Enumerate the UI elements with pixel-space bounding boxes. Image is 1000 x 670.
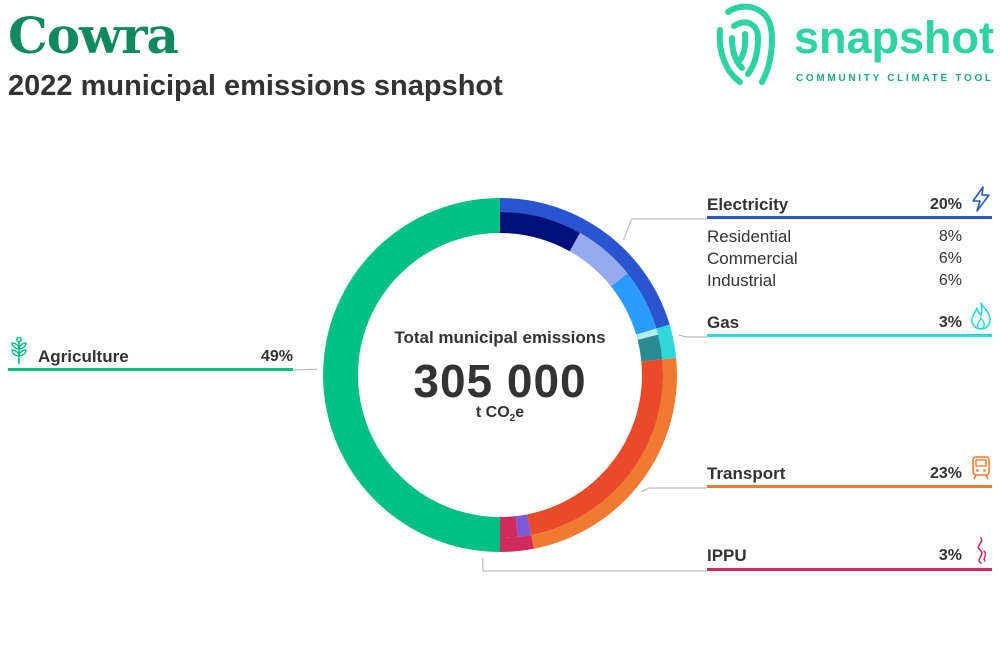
transport-slice [531,358,677,549]
center-label: Total municipal emissions [394,328,606,347]
industrial-label: Industrial [707,271,776,290]
gas-sub-slice-1 [637,334,663,362]
logo-wordmark: snapshot [794,12,995,63]
transport-percent: 23% [929,465,962,482]
residential-percent: 8% [938,228,962,245]
lightning-icon [972,186,990,212]
electricity-label: Electricity [707,195,789,214]
gas-rule [707,334,992,337]
gas-sub-slice-0 [636,328,658,340]
ippu-slice [500,534,534,552]
transport-label: Transport [707,464,786,483]
ippu-label: IPPU [707,546,747,565]
flame-icon [971,302,991,330]
wheat-icon [11,337,27,364]
logo-tagline: COMMUNITY CLIMATE TOOL [796,73,994,84]
agriculture-percent: 49% [260,348,293,365]
snapshot-logo: snapshot COMMUNITY CLIMATE TOOL [712,0,1000,96]
page-subtitle: 2022 municipal emissions snapshot [8,70,503,102]
electricity-sub-slice-residential [500,212,580,252]
electricity-sub-slice-industrial [611,273,657,335]
commercial-label: Commercial [707,249,798,268]
commercial-percent: 6% [938,250,962,267]
agriculture-slice [323,198,500,552]
ippu-percent: 3% [938,547,962,564]
electricity-percent: 20% [929,196,962,213]
emissions-unit: t CO2e [475,404,525,425]
ippu-sub-slice-1 [500,516,518,538]
gas-slice [656,324,677,360]
ippu-rule [707,568,992,571]
gas-percent: 3% [938,314,962,331]
transport-sub-slice-0 [527,359,663,535]
agriculture-rule [8,368,293,371]
fingerprint-icon [716,3,775,85]
total-emissions-value: 305 000 [413,355,587,407]
transport-rule [707,485,992,488]
electricity-leader-line [623,218,707,241]
ippu-leader-line [482,557,707,572]
electricity-rule [707,216,992,219]
train-icon [972,456,990,480]
transport-leader-line [640,487,707,493]
agriculture-label: Agriculture [38,347,129,366]
electricity-slice [500,198,670,329]
gas-label: Gas [707,313,740,332]
smoke-icon [977,537,987,564]
agriculture-leader-line [292,368,318,371]
gas-leader-line [678,334,707,338]
ippu-sub-slice-0 [515,514,532,538]
electricity-sub-slice-commercial [569,232,628,287]
industrial-percent: 6% [938,272,962,289]
page-title: Cowra [8,6,179,65]
residential-label: Residential [707,227,792,246]
